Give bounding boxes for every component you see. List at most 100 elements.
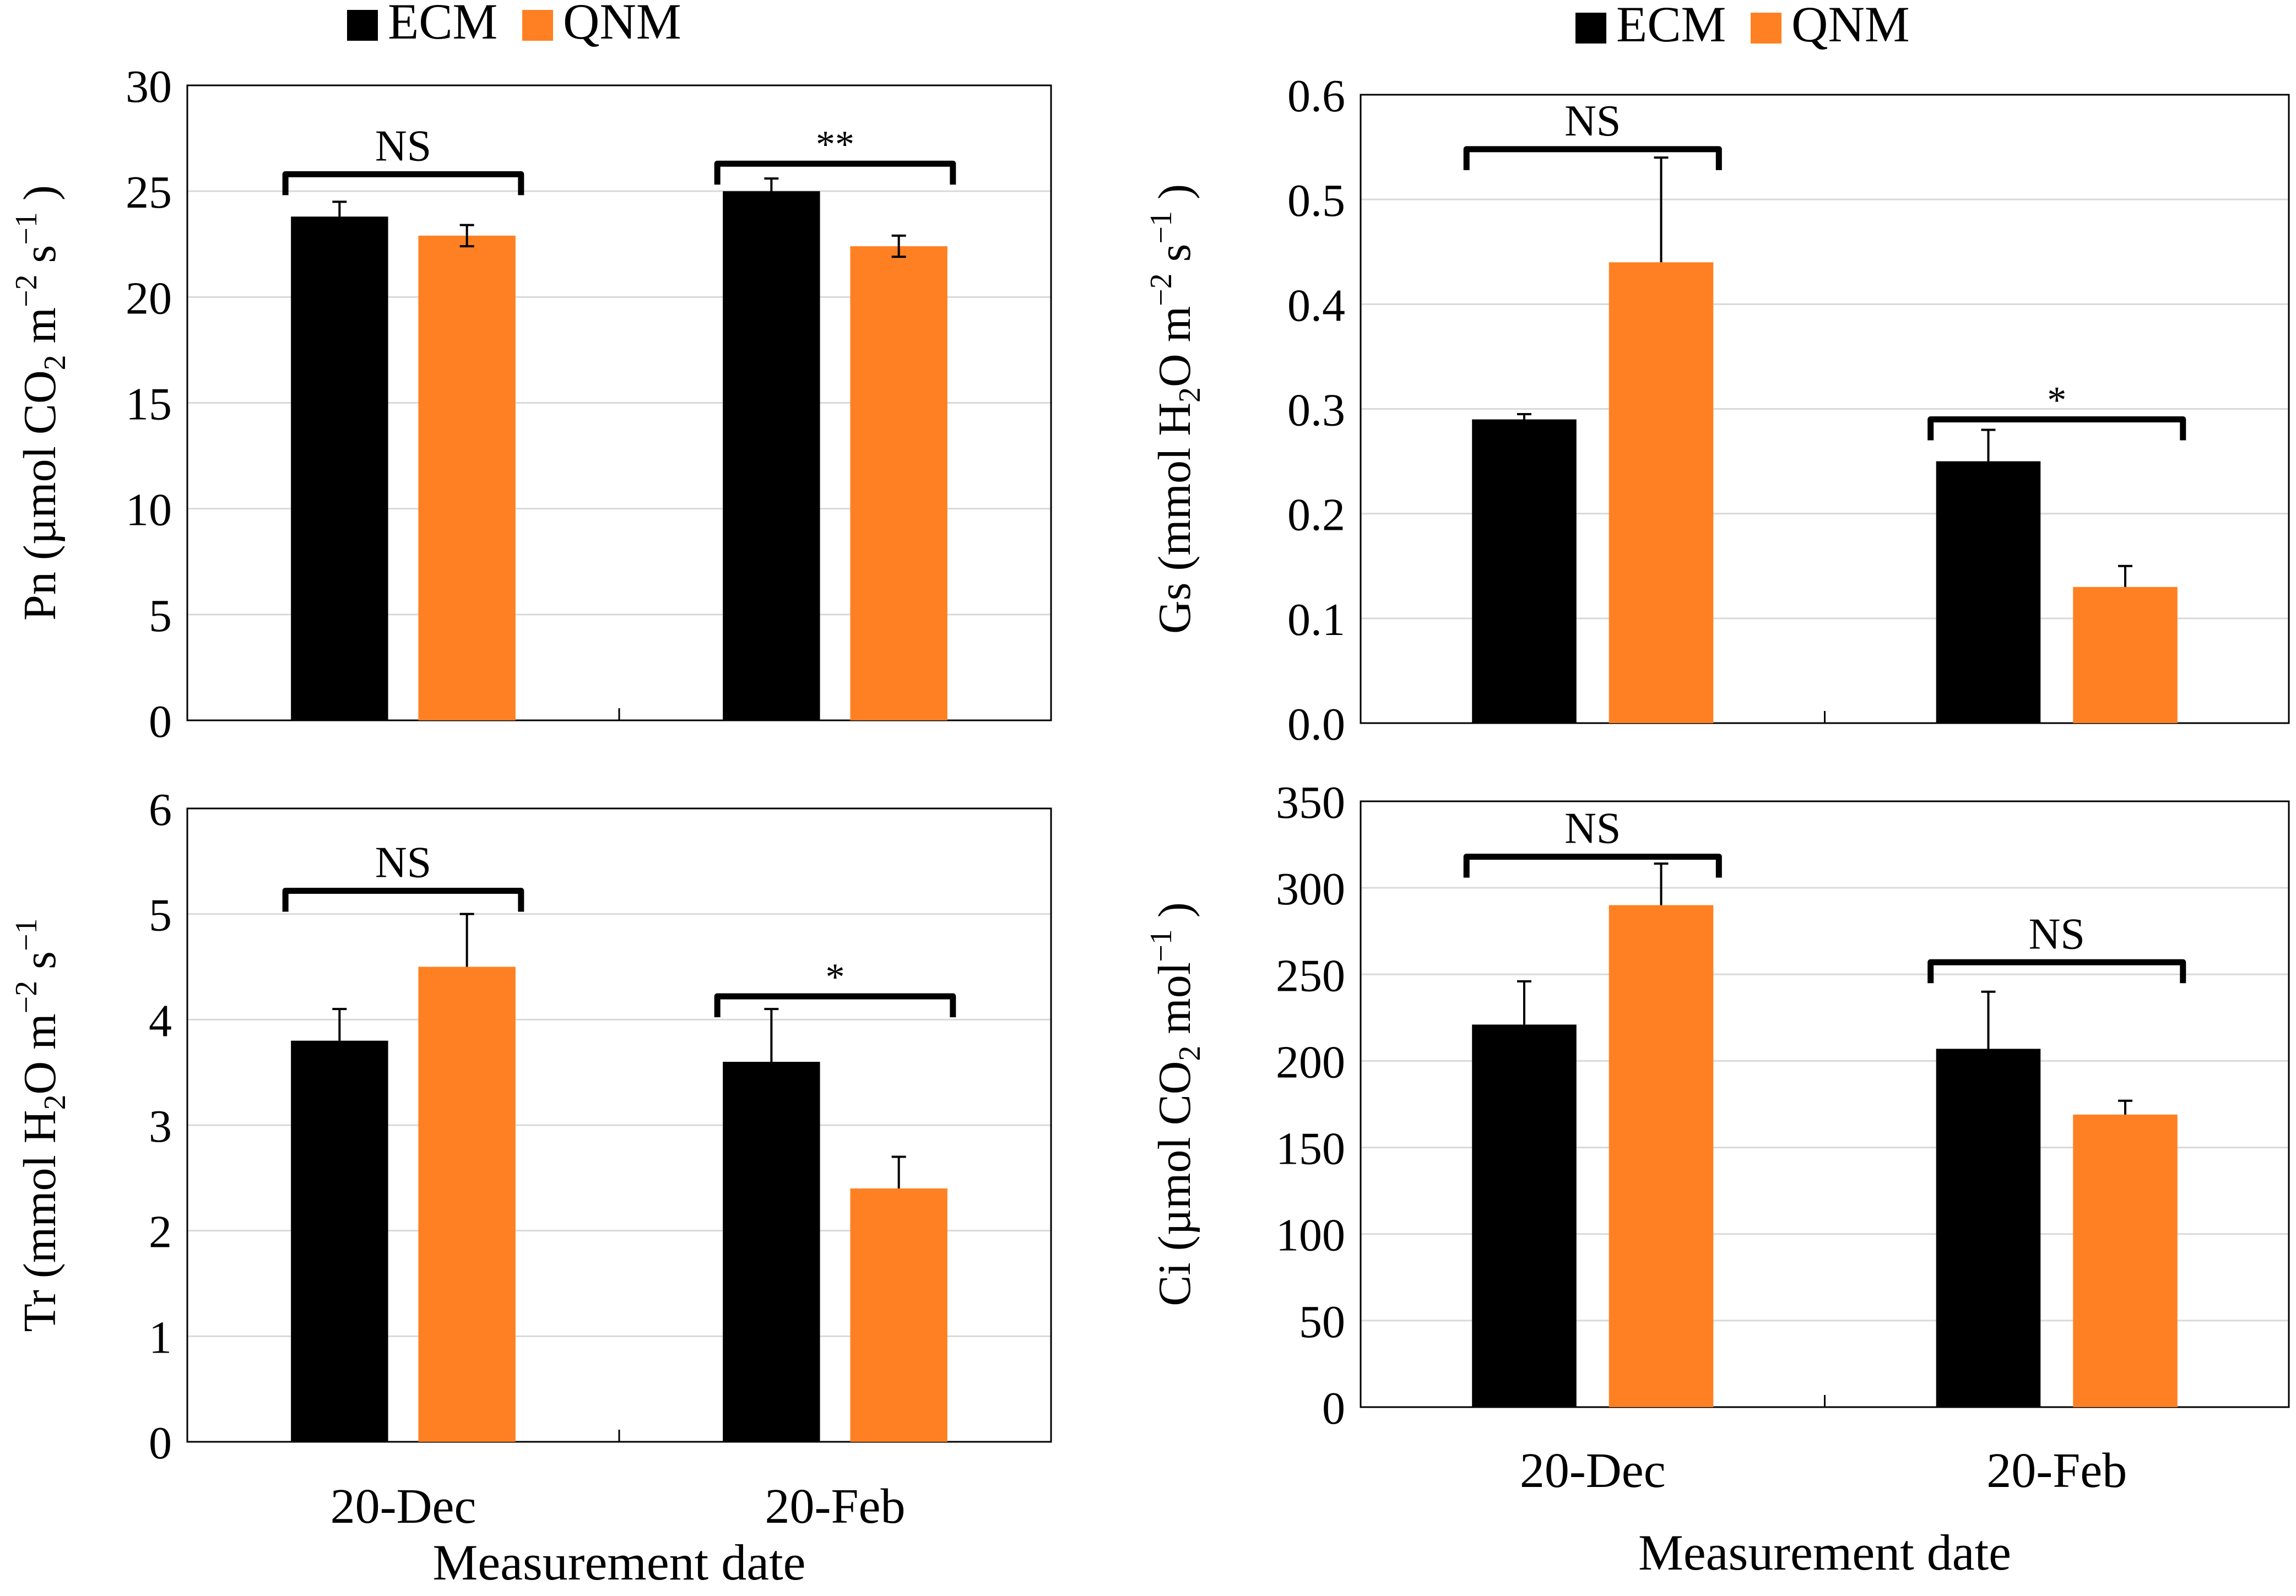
y-axis-label-prefix: Pn (µmol CO: [14, 370, 66, 620]
chart-ci: 0 50 100 150 200 250 300 350 Ci (µmol CO2 mol−1 …: [1144, 777, 2290, 1581]
y-axis-label-sub: 2: [1173, 387, 1207, 403]
y-tick-label: 0.0: [1287, 699, 1345, 750]
significance-bracket: [282, 888, 524, 912]
y-axis-label-sub: 2: [1173, 1046, 1207, 1061]
y-tick-label: 5: [149, 890, 172, 941]
y-tick-label: 5: [149, 590, 172, 642]
significance-bracket: [282, 171, 524, 196]
bar-qnm-20-Dec: [1609, 262, 1714, 723]
y-axis-label-sup2: −1: [9, 212, 44, 245]
y-tick-label: 0.4: [1287, 280, 1345, 331]
y-axis-label-mid: mol: [1149, 962, 1200, 1046]
significance-label: NS: [375, 122, 431, 170]
y-axis-label-prefix: Tr (mmol H: [14, 1110, 66, 1332]
bar-ecm-20-Feb: [1936, 461, 2041, 723]
legend-label-ecm: ECM: [388, 0, 497, 50]
y-tick-label: 250: [1276, 950, 1345, 1001]
y-axis-label-mid: O m: [1149, 306, 1200, 387]
bar-ecm-20-Dec: [291, 1040, 388, 1442]
y-axis-label: Gs (mmol H2O m−2 s−1 ): [1144, 184, 1207, 634]
legend-swatch-qnm: [1751, 13, 1781, 44]
y-tick-label: 0.6: [1287, 70, 1345, 122]
bar-qnm-20-Dec: [418, 235, 516, 720]
y-axis-label-sup1: −1: [1144, 929, 1178, 962]
y-tick-label: 0.5: [1287, 175, 1345, 226]
y-axis-label-sub: 2: [38, 1094, 72, 1110]
y-tick-label: 10: [126, 485, 172, 536]
y-tick-label: 0: [149, 696, 172, 747]
significance-label: NS: [2029, 910, 2085, 958]
significance-bracket: [1927, 416, 2186, 441]
x-axis-label: Measurement date: [1638, 1524, 2011, 1581]
y-axis-label-suffix: ): [1149, 902, 1200, 929]
x-tick-label: 20-Dec: [1520, 1443, 1666, 1498]
y-tick-label: 0: [149, 1418, 172, 1469]
significance-label: *: [826, 956, 845, 998]
legend-label-qnm: QNM: [1791, 0, 1910, 52]
x-tick-label: 20-Feb: [765, 1479, 906, 1534]
bar-ecm-20-Feb: [1936, 1049, 2041, 1407]
bar-ecm-20-Dec: [1472, 419, 1577, 723]
chart-pn: 0 5 10 15 20 25 30 Pn (µmol CO2 m−2 s−1 ) NS ** EC…: [9, 0, 1052, 747]
y-tick-label: 150: [1276, 1123, 1345, 1175]
y-axis-label-mid2: s: [1149, 244, 1200, 274]
legend-swatch-ecm: [347, 10, 378, 41]
chart-tr: 0 1 2 3 4 5 6 Tr (mmol H2O m−2 s−1 20-Dec 20-Feb N…: [9, 784, 1052, 1590]
y-axis-label-sup2: −1: [1144, 211, 1178, 244]
y-tick-label: 15: [126, 379, 172, 430]
y-tick-label: 50: [1299, 1296, 1345, 1348]
y-tick-label: 0: [1322, 1383, 1345, 1434]
y-tick-label: 200: [1276, 1036, 1345, 1088]
significance-bracket: [714, 160, 956, 185]
y-axis-label-sup1: −2: [9, 274, 44, 307]
y-tick-label: 3: [149, 1101, 172, 1152]
y-axis-label-suffix: ): [1149, 184, 1200, 211]
y-tick-label: 4: [149, 995, 172, 1046]
bar-qnm-20-Feb: [2073, 587, 2178, 723]
y-axis-label-mid2: s: [14, 951, 66, 981]
legend-label-ecm: ECM: [1616, 0, 1726, 52]
y-axis-label-mid: m: [14, 307, 66, 355]
y-tick-label: 25: [126, 167, 172, 218]
y-tick-label: 2: [149, 1207, 172, 1258]
y-tick-label: 30: [126, 61, 172, 112]
significance-bracket: [714, 993, 956, 1018]
bar-ecm-20-Feb: [723, 191, 820, 721]
bar-ecm-20-Feb: [723, 1062, 820, 1442]
y-axis-label-prefix: Ci (µmol CO: [1149, 1061, 1200, 1306]
y-axis-label: Tr (mmol H2O m−2 s−1: [9, 919, 72, 1332]
y-axis-label-suffix: ): [14, 185, 66, 212]
legend-label-qnm: QNM: [563, 0, 681, 50]
bar-ecm-20-Dec: [291, 216, 388, 721]
bar-qnm-20-Feb: [850, 246, 947, 720]
y-axis-label-sup1: −2: [1144, 273, 1178, 306]
y-axis-label: Pn (µmol CO2 m−2 s−1 ): [9, 185, 72, 621]
legend-swatch-qnm: [522, 10, 553, 41]
y-tick-label: 1: [149, 1312, 172, 1363]
significance-bracket: [1463, 854, 1722, 878]
significance-label: **: [816, 123, 854, 166]
y-tick-label: 20: [126, 273, 172, 324]
bar-qnm-20-Dec: [418, 967, 516, 1442]
y-tick-label: 6: [149, 784, 172, 835]
chart-gs: 0.0 0.1 0.2 0.3 0.4 0.5 0.6 Gs (mmol H2O m−2 s−…: [1144, 0, 2290, 750]
y-axis-label-mid2: s: [14, 245, 66, 275]
y-axis-label-sup1: −2: [9, 981, 44, 1014]
y-tick-label: 100: [1276, 1210, 1345, 1261]
x-tick-label: 20-Dec: [331, 1479, 476, 1534]
bar-qnm-20-Feb: [850, 1188, 947, 1442]
y-tick-label: 300: [1276, 864, 1345, 915]
significance-label: NS: [375, 839, 431, 887]
significance-label: *: [2047, 379, 2066, 422]
legend-swatch-ecm: [1575, 13, 1606, 44]
y-tick-label: 0.3: [1287, 385, 1345, 436]
bar-ecm-20-Dec: [1472, 1024, 1577, 1407]
y-tick-label: 0.1: [1287, 594, 1345, 645]
y-axis-label-mid: O m: [14, 1013, 66, 1094]
bar-qnm-20-Feb: [2073, 1114, 2178, 1407]
y-axis-label: Ci (µmol CO2 mol−1 ): [1144, 902, 1207, 1306]
y-axis-label-sub: 2: [38, 355, 72, 370]
significance-label: NS: [1564, 805, 1621, 853]
significance-bracket: [1927, 959, 2186, 984]
